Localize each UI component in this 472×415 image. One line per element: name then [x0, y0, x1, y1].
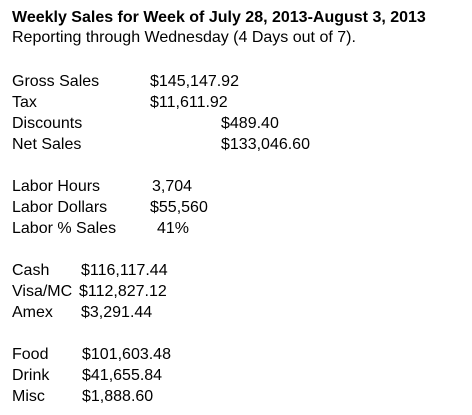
- payment-label-cash: Cash: [12, 262, 50, 279]
- labor-value-percent-sales: 41%: [157, 220, 190, 237]
- category-label-drink: Drink: [12, 367, 50, 384]
- labor-label-dollars: Labor Dollars: [12, 199, 108, 216]
- category-value-food: $101,603.48: [82, 346, 171, 363]
- summary-value-discounts: $489.40: [221, 115, 279, 132]
- category-value-misc: $1,888.60: [82, 388, 154, 405]
- payment-label-amex: Amex: [12, 304, 53, 321]
- report-title: Weekly Sales for Week of July 28, 2013-A…: [12, 9, 426, 26]
- labor-value-hours: 3,704: [152, 178, 193, 195]
- summary-value-gross-sales: $145,147.92: [150, 73, 239, 90]
- category-label-food: Food: [12, 346, 49, 363]
- payment-label-visa-mc: Visa/MC: [12, 283, 73, 300]
- labor-value-dollars: $55,560: [150, 199, 208, 216]
- payment-value-cash: $116,117.44: [81, 262, 168, 279]
- summary-value-tax: $11,611.92: [150, 94, 228, 111]
- summary-label-net-sales: Net Sales: [12, 136, 82, 153]
- payment-value-amex: $3,291.44: [81, 304, 153, 321]
- labor-label-percent-sales: Labor % Sales: [12, 220, 117, 237]
- category-label-misc: Misc: [12, 388, 45, 405]
- summary-label-gross-sales: Gross Sales: [12, 73, 100, 90]
- summary-label-tax: Tax: [12, 94, 37, 111]
- payment-value-visa-mc: $112,827.12: [79, 283, 167, 300]
- labor-label-hours: Labor Hours: [12, 178, 101, 195]
- category-value-drink: $41,655.84: [82, 367, 163, 384]
- summary-value-net-sales: $133,046.60: [221, 136, 310, 153]
- report-subtitle: Reporting through Wednesday (4 Days out …: [12, 29, 356, 46]
- summary-label-discounts: Discounts: [12, 115, 83, 132]
